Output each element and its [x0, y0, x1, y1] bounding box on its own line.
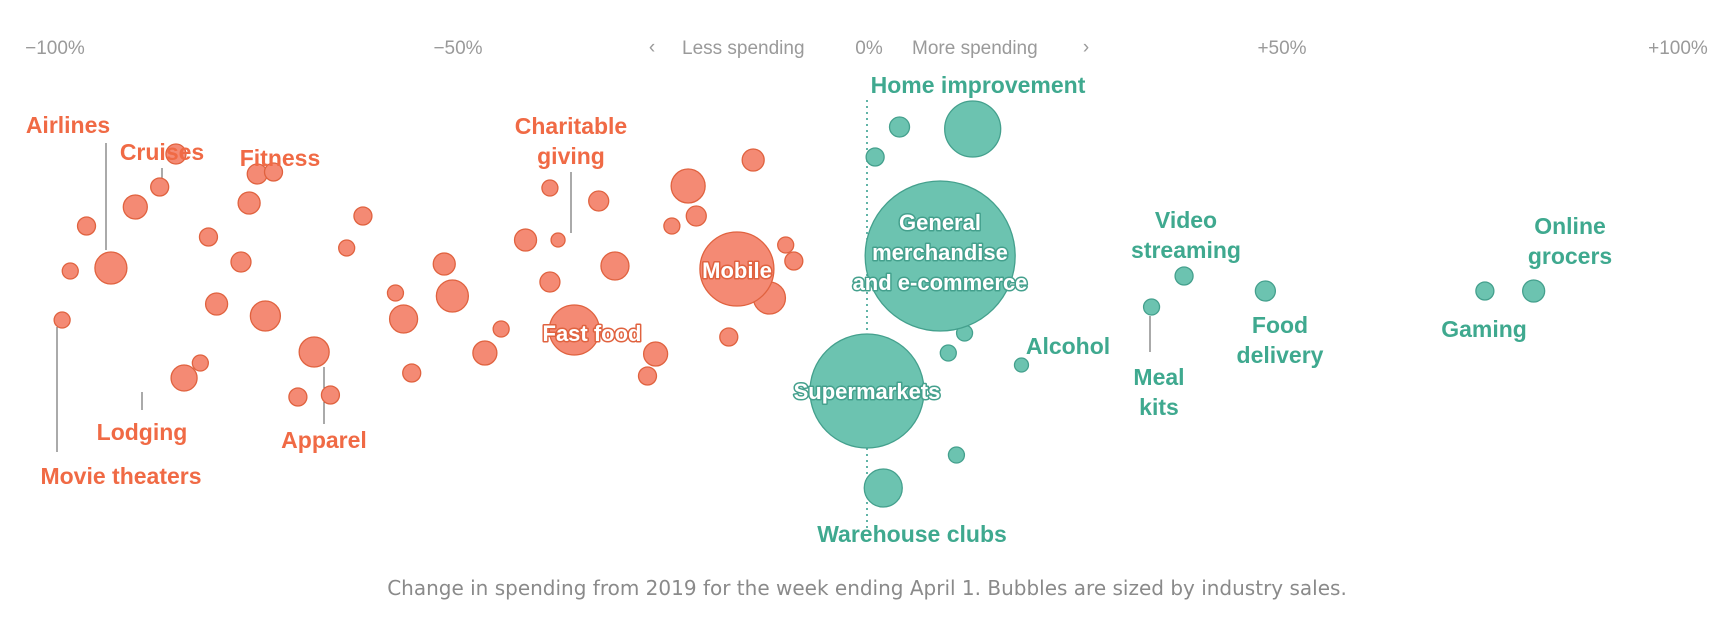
label-alcohol: Alcohol [1026, 333, 1110, 359]
label-food-delivery: Food delivery [1237, 312, 1324, 368]
bubble [402, 363, 422, 383]
bubble [588, 190, 610, 212]
bubble-food-delivery [1254, 280, 1277, 302]
label-charitable-giving: Charitable giving [515, 113, 627, 169]
bubble [947, 446, 966, 464]
bubble-apparel [298, 336, 330, 368]
bubble [432, 252, 456, 276]
bubble [513, 228, 538, 252]
label-apparel: Apparel [281, 427, 367, 453]
bubble [888, 116, 911, 138]
bubble-fast-food [548, 304, 600, 356]
bubble [472, 340, 498, 366]
bubble [263, 162, 284, 182]
label-general-merchandise-and-e-commerce: General merchandise and e-commerce [853, 210, 1028, 295]
bubble [719, 327, 739, 347]
tick-label-neg100: −100% [25, 38, 85, 59]
chart-caption: Change in spending from 2019 for the wee… [387, 576, 1347, 600]
tick-label-zero: 0% [855, 38, 883, 59]
label-fitness: Fitness [240, 145, 321, 171]
bubble [865, 147, 885, 167]
label-warehouse-clubs: Warehouse clubs [817, 521, 1007, 547]
bubble-labels: Airlines Cruises Fitness Movie theaters Lodg… [26, 72, 1612, 547]
label-movie-theaters: Movie theaters [40, 463, 201, 489]
label-cruises: Cruises [120, 139, 204, 165]
label-gaming: Gaming [1441, 316, 1527, 342]
bubble [670, 168, 706, 204]
bubble-mobile [699, 231, 775, 307]
bubble [288, 387, 308, 407]
bubble-movie-theaters [53, 311, 71, 329]
bubble [320, 385, 341, 405]
label-video-streaming: Video streaming [1131, 207, 1241, 263]
bubble [663, 217, 681, 235]
bubble [685, 205, 707, 227]
bubble-warehouse-clubs [863, 468, 903, 508]
bubble [191, 354, 209, 372]
bubble-online-grocers [1522, 279, 1546, 303]
bubble-supermarkets [809, 333, 925, 449]
bubble-airlines [94, 251, 128, 285]
bubble-general-merchandise-and-e-commerce [864, 180, 1016, 332]
bubble [249, 300, 282, 332]
label-supermarkets: Supermarkets [794, 379, 941, 404]
leader-lines [56, 143, 1151, 452]
bubble [165, 143, 187, 165]
bubble-fitness [237, 191, 261, 215]
bubble [784, 251, 804, 271]
bubble [777, 236, 795, 254]
bubble [338, 239, 356, 257]
bubble-meal-kits [1142, 298, 1161, 316]
bubble [198, 227, 219, 247]
label-online-grocers: Online grocers [1528, 213, 1612, 269]
label-fast-food: Fast food [543, 321, 642, 346]
bubble [741, 148, 765, 172]
bubble [230, 251, 252, 273]
label-mobile: Mobile [702, 258, 772, 283]
bubble-alcohol [1013, 357, 1030, 373]
less-spending-label: Less spending [682, 38, 805, 59]
bubble [122, 194, 148, 220]
bubble [353, 206, 373, 226]
label-airlines: Airlines [26, 112, 110, 138]
tick-label-pos50: +50% [1257, 38, 1306, 59]
less-spending-arrow-icon: ‹ [649, 37, 655, 58]
bubble [76, 216, 97, 236]
bubble [61, 262, 79, 280]
bubble [541, 179, 559, 197]
bubble-lodging [170, 364, 198, 392]
bubbles [53, 100, 1546, 508]
bubble-video-streaming [1174, 266, 1194, 286]
tick-label-pos100: +100% [1648, 38, 1708, 59]
bubble [435, 279, 470, 313]
bubble-cruises [150, 177, 170, 197]
bubble [388, 304, 419, 334]
bubble [204, 292, 229, 316]
tick-label-neg50: −50% [433, 38, 482, 59]
bubble-home-improvement [944, 100, 1002, 158]
bubble [637, 366, 658, 386]
bubble [386, 284, 405, 302]
label-lodging: Lodging [97, 419, 188, 445]
bubble [642, 341, 669, 367]
more-spending-label: More spending [912, 38, 1038, 59]
bubble-gaming [1475, 281, 1495, 301]
bubble [492, 320, 510, 338]
bubble [539, 271, 561, 293]
label-meal-kits: Meal kits [1133, 364, 1184, 420]
label-home-improvement: Home improvement [871, 72, 1086, 98]
bubble [939, 344, 957, 362]
bubble-charitable-giving [550, 232, 566, 248]
bubble [600, 251, 630, 281]
more-spending-arrow-icon: › [1083, 37, 1089, 58]
axis: −100% −50% 0% +50% +100% ‹ Less spending… [25, 37, 1708, 530]
